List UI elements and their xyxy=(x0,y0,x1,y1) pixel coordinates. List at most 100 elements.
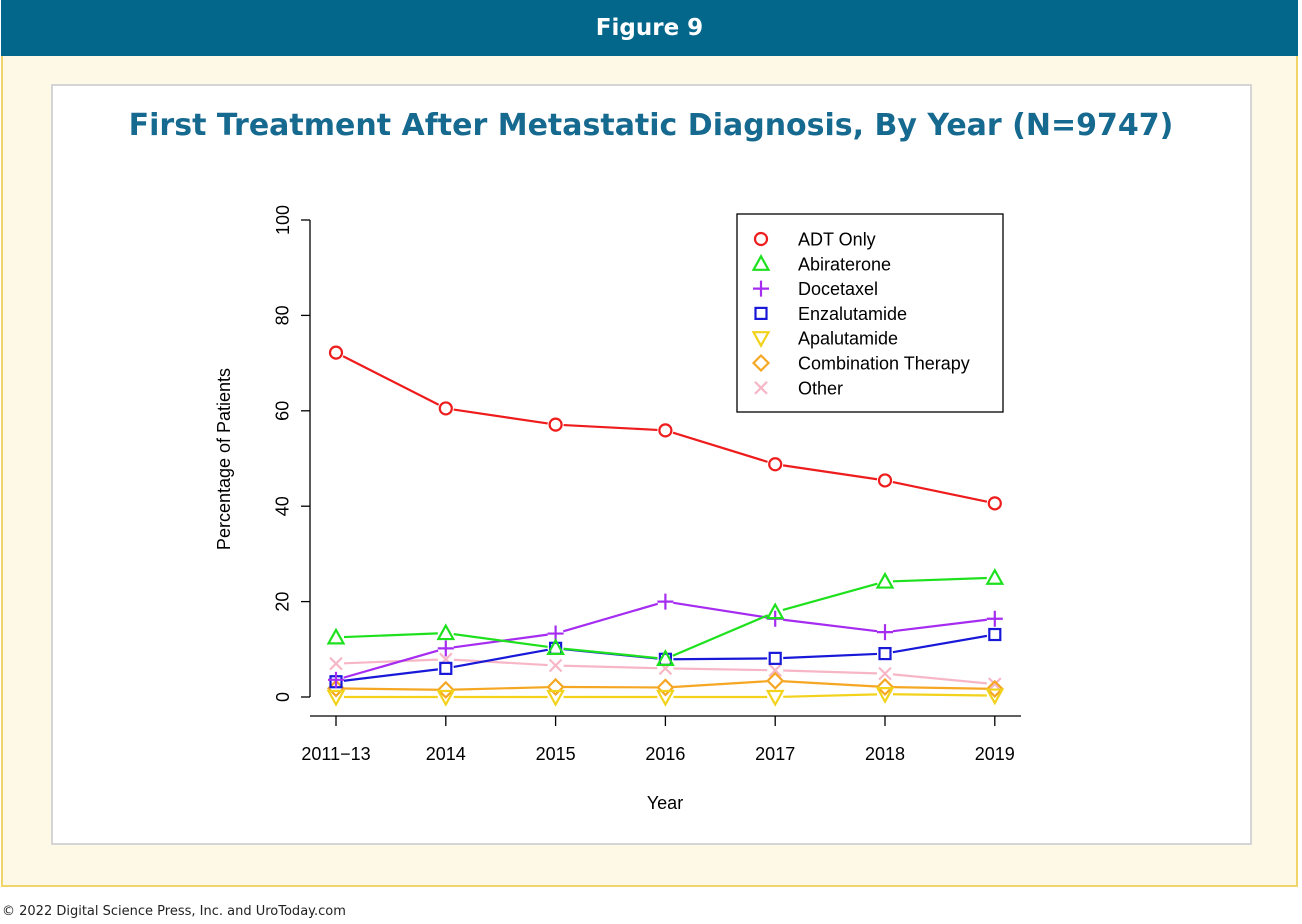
legend-symbol xyxy=(754,306,768,320)
series-line-segment xyxy=(783,680,878,688)
data-point xyxy=(438,401,453,416)
legend-item: Combination Therapy xyxy=(751,354,970,374)
legend-item: Abiraterone xyxy=(751,254,891,274)
data-point xyxy=(546,638,565,655)
data-point xyxy=(656,689,675,707)
series-line-segment xyxy=(783,652,878,660)
series-line-segment xyxy=(563,664,658,670)
data-point xyxy=(657,593,674,610)
y-tick-label: 40 xyxy=(273,496,293,516)
legend-label: Apalutamide xyxy=(798,329,898,349)
data-point xyxy=(877,624,893,641)
data-point xyxy=(436,680,455,699)
data-point xyxy=(656,678,675,697)
series-line-segment xyxy=(343,668,438,682)
legend-label: Other xyxy=(798,378,843,398)
y-tick-label: 80 xyxy=(273,305,293,325)
x-tick-label: 2014 xyxy=(426,744,466,764)
series-line-segment xyxy=(672,431,768,463)
data-point xyxy=(987,496,1002,511)
data-point xyxy=(988,627,1002,642)
data-point xyxy=(985,567,1005,585)
copyright-footer: © 2022 Digital Science Press, Inc. and U… xyxy=(2,904,346,919)
series-line-segment xyxy=(892,480,988,503)
data-point xyxy=(878,666,892,681)
x-tick-label: 2019 xyxy=(975,744,1015,764)
series-line-segment xyxy=(892,686,987,690)
series-line-segment xyxy=(673,667,768,672)
data-point xyxy=(768,651,782,665)
series-other xyxy=(329,652,1002,691)
series-line-segment xyxy=(343,687,438,691)
x-tick-label: 2015 xyxy=(536,744,576,764)
data-point xyxy=(875,677,895,697)
data-point xyxy=(546,689,565,707)
y-tick-label: 0 xyxy=(273,692,293,702)
series-abiraterone xyxy=(326,567,1005,666)
data-point xyxy=(548,658,563,673)
series-line-segment xyxy=(563,647,658,660)
data-point xyxy=(988,677,1002,691)
data-point xyxy=(768,663,782,678)
data-point xyxy=(656,649,675,666)
chart-title: First Treatment After Metastatic Diagnos… xyxy=(128,108,1174,143)
legend-label: Docetaxel xyxy=(798,279,878,299)
data-point xyxy=(878,646,892,661)
data-point xyxy=(985,679,1004,698)
data-point xyxy=(986,610,1003,627)
series-line-segment xyxy=(783,669,878,675)
data-point xyxy=(439,661,453,675)
series-line-segment xyxy=(892,618,987,633)
series-line-segment xyxy=(563,423,658,432)
series-line-segment xyxy=(562,602,659,633)
series-line-segment xyxy=(892,576,987,583)
legend-item: Other xyxy=(754,378,843,398)
data-point xyxy=(765,602,785,620)
data-point xyxy=(548,417,563,432)
data-point xyxy=(875,571,895,589)
series-combination-therapy xyxy=(326,671,1004,699)
chart-legend: ADT Only Abiraterone Docetaxel Enzalutamide… xyxy=(736,213,1004,413)
series-line-segment xyxy=(453,686,548,691)
legend-symbol xyxy=(753,280,769,297)
x-tick-label: 2016 xyxy=(645,744,685,764)
legend-symbol xyxy=(751,331,771,348)
legend-symbol xyxy=(751,254,771,271)
series-line-segment xyxy=(672,614,769,657)
series-line-segment xyxy=(892,693,987,697)
legend-symbol xyxy=(754,381,768,395)
legend-label: Combination Therapy xyxy=(798,354,970,374)
legend-item: Docetaxel xyxy=(753,279,878,299)
chart-panel xyxy=(51,84,1252,845)
legend-box xyxy=(736,213,1004,413)
data-point xyxy=(658,423,673,438)
series-line-segment xyxy=(453,658,548,667)
series-line-segment xyxy=(342,355,440,406)
legend-item: ADT Only xyxy=(753,230,876,250)
data-point xyxy=(436,689,456,707)
y-tick-label: 20 xyxy=(273,592,293,612)
series-line-segment xyxy=(673,657,768,661)
x-tick-label: 2017 xyxy=(755,744,795,764)
y-axis-label: Percentage of Patients xyxy=(214,368,234,550)
series-line-segment xyxy=(782,582,878,612)
legend-item: Apalutamide xyxy=(751,329,898,349)
legend-symbol xyxy=(753,231,769,247)
data-point xyxy=(877,473,893,488)
data-point xyxy=(328,345,344,360)
series-line-segment xyxy=(343,658,438,665)
x-tick-label: 2011−13 xyxy=(301,744,370,764)
data-point xyxy=(875,687,895,704)
data-point xyxy=(437,640,454,657)
series-docetaxel xyxy=(328,593,1003,688)
y-tick-label: 60 xyxy=(273,401,293,421)
legend-label: Abiraterone xyxy=(798,254,891,274)
legend-item: Enzalutamide xyxy=(754,304,907,324)
series-line-segment xyxy=(453,648,548,669)
x-tick-label: 2018 xyxy=(865,744,905,764)
series-adt-only xyxy=(328,345,1002,511)
chart-axes: 0 20 40 60 80 100 2011−13 2014 2015 2016 2017 2018 2… xyxy=(273,205,1021,764)
series-line-segment xyxy=(453,633,548,648)
data-point xyxy=(329,656,343,671)
